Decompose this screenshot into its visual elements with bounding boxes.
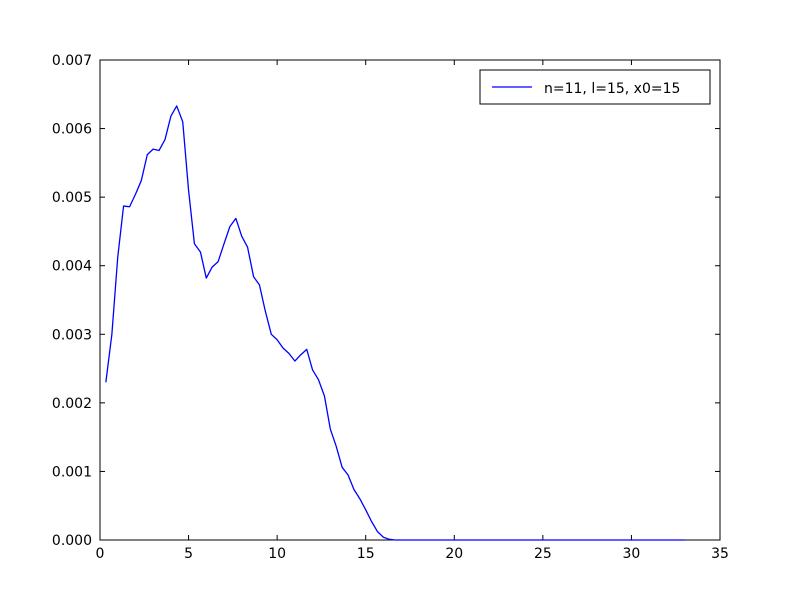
plot-area-border bbox=[99, 59, 721, 541]
y-tick-label: 0.006 bbox=[52, 122, 92, 138]
plot-frame bbox=[99, 59, 721, 541]
x-tick-label: 25 bbox=[534, 546, 552, 562]
x-tick-label: 15 bbox=[357, 546, 375, 562]
y-tick-label: 0.002 bbox=[52, 396, 92, 412]
series-layer bbox=[105, 105, 685, 541]
axis-tick-labels: 0 5 10 15 20 25 30 35 0.000 0.001 0.002 0.003 0.004 0… bbox=[52, 53, 729, 562]
x-tick-label: 5 bbox=[184, 546, 193, 562]
x-tick-label: 0 bbox=[96, 546, 105, 562]
x-tick-label: 30 bbox=[623, 546, 641, 562]
series-line bbox=[105, 105, 685, 541]
axis-ticks bbox=[99, 59, 721, 541]
legend-label: n=11, l=15, x0=15 bbox=[544, 81, 680, 97]
y-tick-label: 0.003 bbox=[52, 327, 92, 343]
x-tick-label: 10 bbox=[268, 546, 286, 562]
x-tick-label: 35 bbox=[711, 546, 729, 562]
legend: n=11, l=15, x0=15 bbox=[479, 69, 711, 105]
y-tick-label: 0.007 bbox=[52, 53, 92, 69]
x-tick-label: 20 bbox=[445, 546, 463, 562]
y-tick-label: 0.005 bbox=[52, 190, 92, 206]
y-tick-label: 0.004 bbox=[52, 259, 92, 275]
y-tick-label: 0.000 bbox=[52, 533, 92, 549]
y-tick-label: 0.001 bbox=[52, 464, 92, 480]
